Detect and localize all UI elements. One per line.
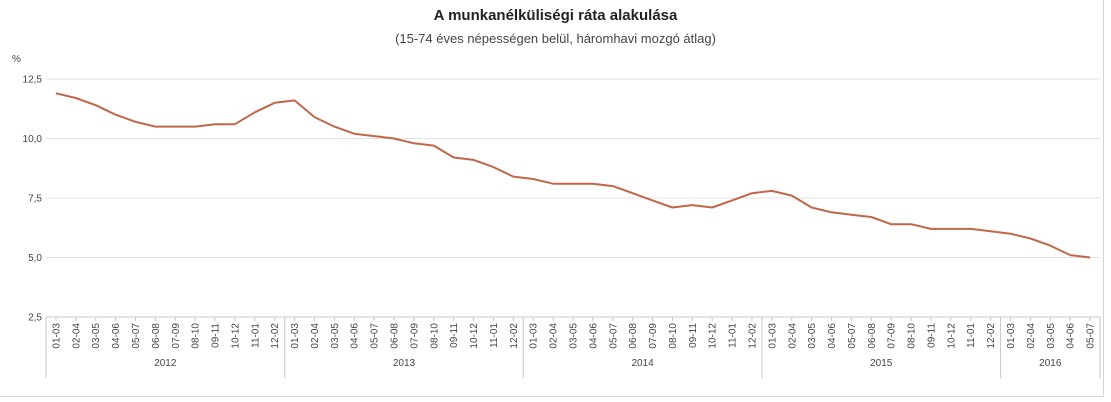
x-tick-label: 12-02 [747,323,758,349]
x-tick-label: 01-03 [1006,323,1017,349]
x-tick-label: 09-11 [211,323,222,348]
x-tick-label: 11-01 [489,323,500,348]
x-tick-label: 06-08 [628,323,639,349]
x-tick-label: 07-09 [648,323,659,349]
x-tick-label: 08-10 [191,323,202,349]
y-tick-label: 5,0 [28,253,42,264]
x-tick-label: 08-10 [429,323,440,349]
x-tick-label: 10-12 [469,323,480,349]
x-tick-label: 02-04 [71,323,82,349]
x-tick-label: 08-10 [668,323,679,349]
x-tick-label: 12-02 [270,323,281,349]
year-groups: 2012 2013 2014 2015 2016 [45,317,1101,378]
x-tick-label: 10-12 [708,323,719,349]
x-tick-label: 02-04 [549,323,560,349]
x-tick-label: 01-03 [529,323,540,349]
x-tick-label: 04-06 [350,323,361,349]
x-tick-label: 09-11 [688,323,699,348]
x-tick-label: 04-06 [827,323,838,349]
year-label: 2016 [1039,358,1062,369]
x-tick-label: 05-07 [131,323,142,349]
x-tick-label: 07-09 [887,323,898,349]
x-axis-ticks: 01-03 02-04 03-05 04-06 05-07 06-08 07-09 08-10… [51,317,1097,349]
x-tick-label: 04-06 [588,323,599,349]
x-tick-label: 06-08 [151,323,162,349]
x-tick-label: 07-09 [171,323,182,349]
gridlines [46,78,1100,318]
x-tick-label: 04-06 [1066,323,1077,349]
x-tick-label: 03-05 [569,323,580,349]
x-tick-label: 05-07 [847,323,858,349]
x-tick-label: 05-07 [370,323,381,349]
y-tick-label: 10,0 [23,134,43,145]
x-tick-label: 11-01 [728,323,739,348]
chart-title: A munkanélküliségi ráta alakulása [433,7,678,24]
x-tick-label: 02-04 [787,323,798,349]
x-tick-label: 01-03 [51,323,62,349]
x-tick-label: 03-05 [91,323,102,349]
year-label: 2014 [631,358,654,369]
y-tick-label: 7,5 [28,194,42,205]
x-tick-label: 09-11 [449,323,460,348]
x-tick-label: 12-02 [509,323,520,349]
x-tick-label: 06-08 [867,323,878,349]
chart-subtitle: (15-74 éves népességen belül, háromhavi … [395,31,716,46]
x-tick-label: 05-07 [1086,323,1097,349]
x-tick-label: 07-09 [409,323,420,349]
x-tick-label: 02-04 [310,323,321,349]
x-tick-label: 03-05 [807,323,818,349]
x-tick-label: 11-01 [966,323,977,348]
y-tick-label: 12,5 [23,75,43,86]
year-label: 2013 [393,358,416,369]
y-axis-ticks: 12,5 10,0 7,5 5,0 2,5 [23,75,43,324]
year-label: 2015 [870,358,893,369]
x-tick-label: 10-12 [946,323,957,349]
x-tick-label: 03-05 [1046,323,1057,349]
x-tick-label: 10-12 [230,323,241,349]
x-tick-label: 05-07 [608,323,619,349]
x-tick-label: 01-03 [290,323,301,349]
x-tick-label: 12-02 [986,323,997,349]
y-tick-label: 2,5 [28,313,42,324]
year-label: 2012 [154,358,177,369]
x-tick-label: 03-05 [330,323,341,349]
x-tick-label: 06-08 [390,323,401,349]
y-axis-label: % [12,54,21,65]
x-tick-label: 01-03 [767,323,778,349]
x-tick-label: 04-06 [111,323,122,349]
x-tick-label: 02-04 [1026,323,1037,349]
x-tick-label: 11-01 [250,323,261,348]
series-line [55,92,1091,259]
x-tick-label: 09-11 [926,323,937,348]
x-tick-label: 08-10 [907,323,918,349]
